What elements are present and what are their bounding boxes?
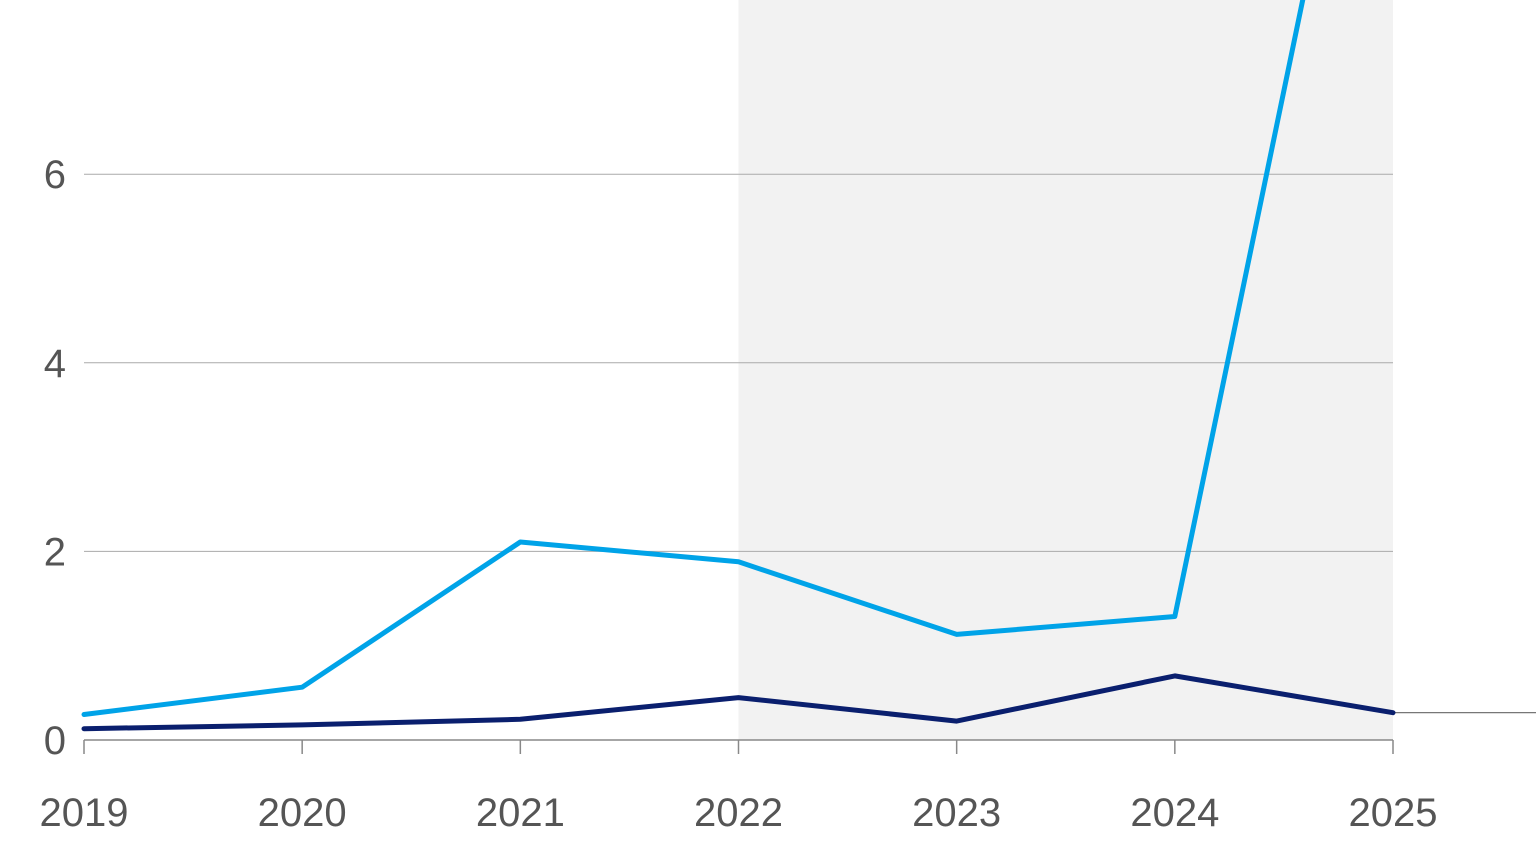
shaded-projection-region bbox=[738, 0, 1393, 740]
series-lines bbox=[81, 0, 1396, 732]
x-tick-label-2019: 2019 bbox=[40, 791, 129, 835]
y-tick-label-2: 2 bbox=[44, 530, 66, 574]
x-tick-label-2021: 2021 bbox=[476, 791, 565, 835]
gridlines bbox=[84, 173, 1393, 552]
x-tick-label-2024: 2024 bbox=[1130, 791, 1219, 835]
x-axis bbox=[83, 712, 1536, 754]
y-tick-label-4: 4 bbox=[44, 342, 66, 386]
y-tick-labels: 0 2 4 6 8 bbox=[44, 0, 66, 763]
y-tick-label-8: 8 bbox=[44, 0, 66, 9]
x-tick-label-2025: 2025 bbox=[1349, 791, 1438, 835]
x-tick-label-2023: 2023 bbox=[912, 791, 1001, 835]
x-tick-labels: 2019 2020 2021 2022 2023 2024 2025 bbox=[40, 791, 1438, 835]
x-tick-label-2020: 2020 bbox=[258, 791, 347, 835]
shaded-region-rect bbox=[738, 0, 1393, 740]
x-tick-label-2022: 2022 bbox=[694, 791, 783, 835]
y-tick-label-0: 0 bbox=[44, 719, 66, 763]
y-tick-label-6: 6 bbox=[44, 153, 66, 197]
